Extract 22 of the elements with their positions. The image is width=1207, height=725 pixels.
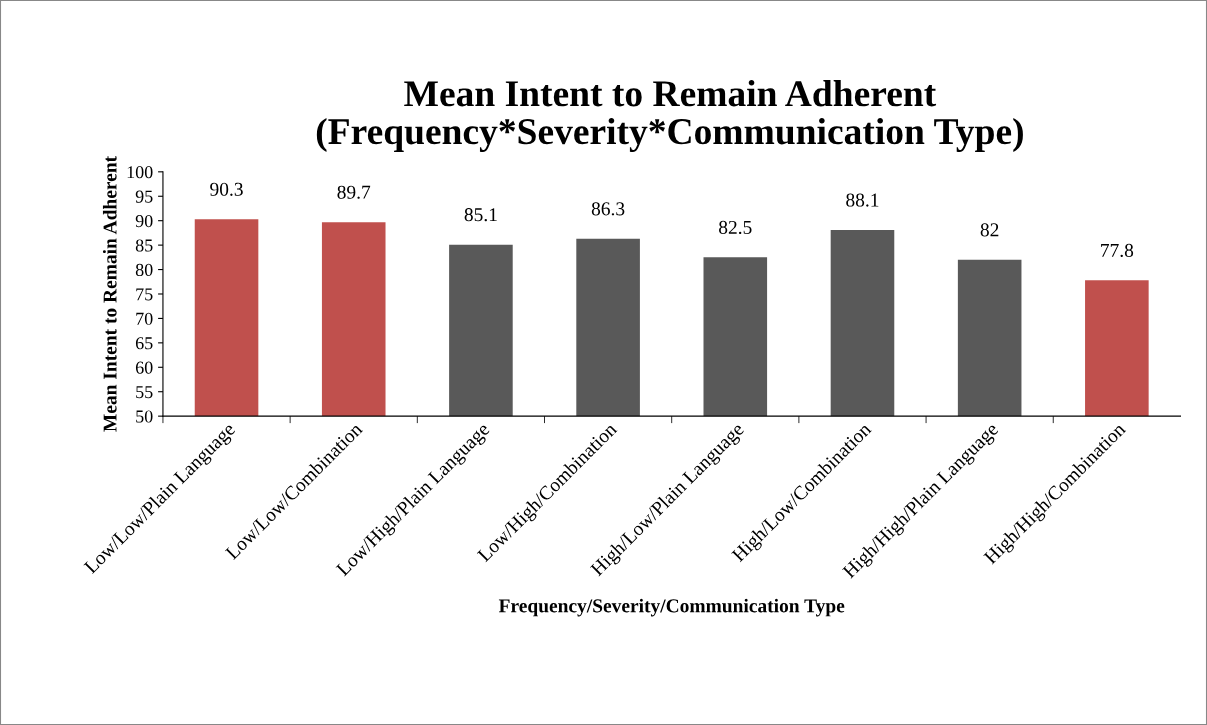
y-tick-label: 55 xyxy=(136,386,153,399)
data-label: 90.3 xyxy=(210,182,243,196)
y-tick-label: 75 xyxy=(136,288,153,301)
data-label: 88.1 xyxy=(846,193,879,207)
y-tick-label: 95 xyxy=(135,190,153,203)
data-label: 85.1 xyxy=(464,208,497,222)
y-tick-label: 80 xyxy=(135,263,153,276)
data-label: 82 xyxy=(980,223,999,237)
data-label: 82.5 xyxy=(719,220,752,235)
chart-title: Mean Intent to Remain Adherent (Frequency*Severity*Communication Type) xyxy=(316,79,1023,153)
y-tick-label: 90 xyxy=(135,214,153,228)
y-tick-label: 85 xyxy=(135,239,153,252)
y-tick-label: 65 xyxy=(135,337,153,350)
data-label: 86.3 xyxy=(591,202,625,216)
y-axis-title: Mean Intent to Remain Adherent xyxy=(102,155,117,432)
y-tick-label: 100 xyxy=(127,166,153,179)
y-tick-label: 70 xyxy=(136,312,153,325)
data-label: 89.7 xyxy=(337,185,371,199)
data-label: 77.8 xyxy=(1101,243,1134,257)
y-tick-label: 60 xyxy=(135,361,153,374)
x-axis-title: Frequency/Severity/Communication Type xyxy=(498,598,845,617)
y-tick-label: 50 xyxy=(136,410,153,423)
